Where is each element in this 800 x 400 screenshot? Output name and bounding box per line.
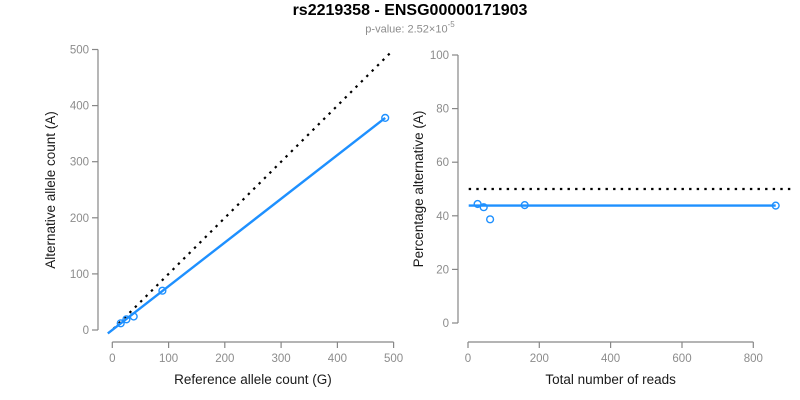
y-axis-title: Alternative allele count (A) xyxy=(43,111,58,269)
y-tick-label: 0 xyxy=(83,325,89,337)
x-tick-label: 0 xyxy=(109,353,115,365)
y-tick-label: 200 xyxy=(70,213,89,225)
data-point xyxy=(129,312,138,321)
x-tick-label: 500 xyxy=(384,353,403,365)
x-tick-label: 200 xyxy=(530,353,549,365)
y-tick-label: 500 xyxy=(70,45,89,57)
y-tick-label: 60 xyxy=(436,157,449,169)
data-point xyxy=(122,315,131,324)
figure-subtitle: p-value: 2.52×10-5 xyxy=(15,20,800,36)
figure-title: rs2219358 - ENSG00000171903 xyxy=(292,2,528,19)
identity-line xyxy=(112,52,392,330)
x-axis-title: Reference allele count (G) xyxy=(174,372,332,387)
x-tick-label: 100 xyxy=(159,353,178,365)
allele-count-plot: 0 100 200 300 400 500 0 100 200 300 400 500 Referenc… xyxy=(43,45,403,388)
y-tick-label: 20 xyxy=(436,264,449,276)
x-tick-label: 200 xyxy=(215,353,234,365)
regression-line xyxy=(107,116,386,335)
y-tick-label: 80 xyxy=(436,104,449,116)
data-point xyxy=(473,199,482,209)
x-tick-label: 600 xyxy=(672,353,691,365)
x-axis-title: Total number of reads xyxy=(545,372,676,387)
x-tick-label: 300 xyxy=(272,353,291,365)
data-point xyxy=(771,201,780,210)
data-point xyxy=(116,319,125,328)
data-point xyxy=(479,203,488,212)
y-tick-label: 100 xyxy=(70,269,89,281)
y-tick-label: 400 xyxy=(70,101,89,113)
data-point xyxy=(520,201,529,210)
y-tick-label: 0 xyxy=(443,318,449,330)
y-tick-label: 40 xyxy=(436,211,449,223)
y-tick-label: 100 xyxy=(430,50,449,62)
data-point xyxy=(381,113,390,123)
pvalue-text: p-value: 2.52×10 xyxy=(365,23,448,36)
pvalue-exponent: -5 xyxy=(447,20,455,29)
data-point xyxy=(158,286,167,295)
y-tick-label: 300 xyxy=(70,157,89,169)
percentage-alternative-plot: 0 200 400 600 800 0 20 40 60 80 100 Total number of… xyxy=(411,50,791,387)
x-tick-label: 400 xyxy=(601,353,620,365)
y-axis-title: Percentage alternative (A) xyxy=(411,111,426,268)
x-tick-label: 400 xyxy=(328,353,347,365)
x-tick-label: 800 xyxy=(744,353,763,365)
x-tick-label: 0 xyxy=(465,353,471,365)
data-point xyxy=(486,215,495,224)
